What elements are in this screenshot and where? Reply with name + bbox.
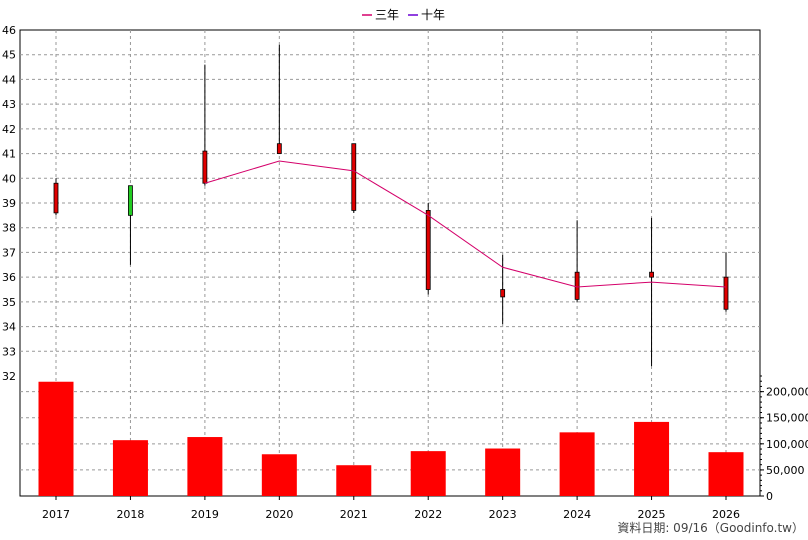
candles: [53, 44, 729, 367]
x-tick-label: 2024: [563, 508, 591, 521]
candle-body: [574, 271, 580, 300]
moving-average-lines: [204, 160, 727, 288]
volume-bar: [708, 452, 744, 496]
volume-tick-label: 0: [766, 490, 773, 503]
candle-2024: [574, 220, 580, 302]
price-tick-label: 36: [2, 271, 16, 284]
candle-2018: [128, 185, 133, 265]
volume-bars: [38, 381, 744, 496]
candle-body: [649, 271, 654, 278]
volume-tick-label: 100,000: [766, 438, 808, 451]
candle-body: [351, 143, 357, 211]
price-tick-label: 41: [2, 148, 16, 161]
candle-2022: [425, 203, 431, 295]
volume-tick-label: 200,000: [766, 386, 808, 399]
volume-tick-label: 50,000: [766, 464, 805, 477]
candle-2021: [351, 143, 357, 213]
price-tick-label: 35: [2, 296, 16, 309]
x-tick-label: 2026: [712, 508, 740, 521]
candle-2023: [500, 254, 506, 325]
plot-background: [19, 29, 761, 497]
legend-label: 三年: [375, 8, 399, 22]
candle-body: [202, 150, 208, 184]
price-tick-label: 34: [2, 321, 16, 334]
x-tick-label: 2020: [265, 508, 293, 521]
candle-2026: [723, 252, 729, 312]
volume-bar: [261, 454, 297, 496]
x-tick-label: 2025: [638, 508, 666, 521]
price-tick-label: 42: [2, 123, 16, 136]
candle-2020: [276, 44, 282, 154]
volume-bar: [112, 440, 148, 496]
candle-body: [276, 143, 282, 154]
candle-2017: [53, 178, 59, 216]
price-tick-label: 44: [2, 73, 16, 86]
price-tick-label: 38: [2, 222, 16, 235]
candle-body: [425, 210, 431, 290]
price-axis-ticks: 32 33 34 35 36 37 38 39 40 41 42 43 44 45 46: [2, 24, 16, 383]
x-tick-label: 2023: [489, 508, 517, 521]
price-tick-label: 40: [2, 172, 16, 185]
volume-tick-label: 150,000: [766, 412, 808, 425]
x-tick-label: 2019: [191, 508, 219, 521]
candle-body: [723, 276, 729, 310]
x-tick-label: 2017: [42, 508, 70, 521]
volume-bar: [336, 465, 372, 496]
footer-source: 資料日期: 09/16（Goodinfo.tw）: [617, 521, 804, 535]
candle-body: [500, 289, 506, 298]
x-axis-ticks: 2017 2018 2019 2020 2021 2022 2023 2024 2025 2026: [42, 496, 740, 521]
volume-bar: [410, 451, 446, 496]
price-tick-label: 37: [2, 246, 16, 259]
price-tick-label: 32: [2, 370, 16, 383]
price-tick-label: 33: [2, 345, 16, 358]
series-line-三年: [204, 160, 727, 288]
volume-bar: [187, 437, 223, 496]
x-tick-label: 2022: [414, 508, 442, 521]
price-tick-label: 43: [2, 98, 16, 111]
volume-bar: [38, 381, 74, 496]
volume-bar: [634, 421, 670, 496]
volume-bar: [485, 448, 521, 496]
price-tick-label: 45: [2, 49, 16, 62]
price-tick-label: 39: [2, 197, 16, 210]
legend: 三年 十年: [362, 8, 445, 22]
x-tick-label: 2021: [340, 508, 368, 521]
price-tick-label: 46: [2, 24, 16, 37]
volume-axis-ticks: 0 50,000 100,000 150,000 200,000: [760, 375, 808, 503]
candle-body: [128, 185, 133, 216]
candle-body: [53, 182, 59, 214]
volume-bar: [559, 432, 595, 496]
candle-2025: [649, 217, 654, 367]
x-tick-label: 2018: [116, 508, 144, 521]
legend-label: 十年: [421, 8, 445, 22]
